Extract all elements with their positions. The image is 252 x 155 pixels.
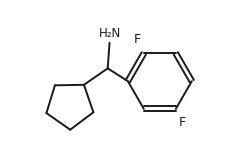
Text: F: F bbox=[133, 33, 141, 46]
Text: H₂N: H₂N bbox=[99, 27, 121, 40]
Text: F: F bbox=[179, 116, 186, 129]
